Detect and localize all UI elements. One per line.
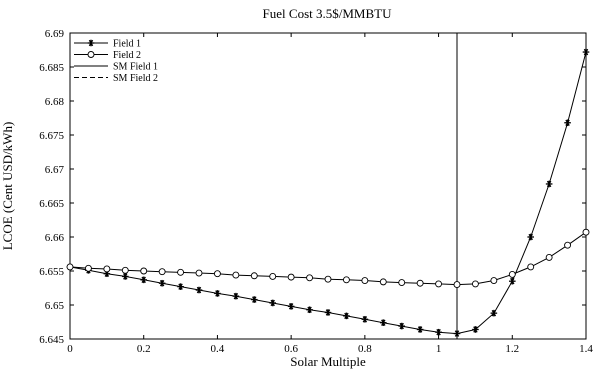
legend-entry: SM Field 1 [74,62,158,73]
circle-point [87,51,95,58]
circle-point [527,263,535,271]
x-tick-label: 0.8 [358,343,372,355]
asterisk-point [87,39,95,47]
y-tick-label: 6.675 [39,130,64,142]
x-tick-label: 0.6 [284,343,298,355]
y-tick-label: 6.67 [45,164,65,176]
y-tick-label: 6.68 [45,96,65,108]
asterisk-point [508,277,516,285]
asterisk-point [527,233,535,241]
y-axis: 6.645 6.65 6.655 6.66 6.665 6.67 6.675 6.68 6.68… [39,28,586,346]
asterisk-point [416,326,424,333]
y-tick-label: 6.665 [39,198,64,210]
y-tick-label: 6.645 [39,334,64,346]
y-axis-label: LCOE (Cent USD/kWh) [0,122,15,251]
circle-point [564,241,572,249]
y-tick-label: 6.69 [45,28,65,40]
legend-label: Field 1 [113,39,141,50]
x-tick-label: 1 [436,343,442,355]
circle-point [342,276,350,284]
circle-point [490,277,498,284]
x-tick-label: 1.2 [505,343,519,355]
circle-point [416,279,424,287]
asterisk-point [545,180,553,188]
circle-point [250,272,258,280]
asterisk-point [287,303,295,310]
circle-point [84,264,92,272]
asterisk-point [121,273,129,280]
circle-point [471,280,479,288]
x-tick-label: 0.2 [137,343,151,355]
asterisk-point [214,290,221,297]
asterisk-point [582,48,590,56]
series-field-2 [66,228,590,289]
y-tick-label: 6.655 [39,266,64,278]
circle-point [545,253,553,261]
circle-point [103,265,111,273]
plot-area [69,32,587,340]
legend-entry: SM Field 2 [74,73,158,84]
x-axis: 0 0.2 0.4 0.6 0.8 1 1.2 1.4 [67,33,593,355]
circle-point [287,273,295,281]
circle-point [324,275,332,283]
asterisk-point [435,328,442,336]
asterisk-point [232,292,240,300]
asterisk-point [379,319,387,326]
circle-point [269,272,277,280]
x-axis-label: Solar Multiple [290,354,366,369]
circle-point [582,228,590,236]
asterisk-point [343,312,350,320]
circle-point [195,269,203,277]
asterisk-point [140,276,148,284]
x-tick-label: 0.4 [211,343,225,355]
x-tick-label: 0 [67,343,73,355]
asterisk-point [269,299,277,307]
circle-point [453,281,461,289]
circle-point [398,279,406,287]
asterisk-point [177,283,184,290]
legend-label: SM Field 2 [113,73,158,84]
asterisk-point [453,330,461,337]
legend-label: Field 2 [113,50,141,61]
asterisk-point [490,309,498,317]
asterisk-point [250,296,258,303]
series-field-1 [66,48,590,337]
circle-point [121,266,129,274]
asterisk-point [195,286,203,294]
x-tick-label: 1.4 [579,343,593,355]
y-tick-label: 6.685 [39,62,64,74]
chart-title: Fuel Cost 3.5$/MMBTU [263,6,393,21]
circle-point [66,263,74,271]
circle-point [379,278,387,286]
circle-point [213,270,221,278]
asterisk-point [306,306,313,314]
asterisk-point [472,326,479,333]
circle-point [140,267,148,275]
asterisk-point [564,119,571,127]
legend-label: SM Field 1 [113,62,158,73]
circle-point [232,271,240,279]
asterisk-point [158,279,166,287]
legend-entry: Field 2 [74,50,141,61]
asterisk-point [398,322,406,330]
circle-point [435,280,443,288]
y-tick-label: 6.66 [45,232,65,244]
legend-entry: Field 1 [74,39,141,50]
circle-point [508,270,516,278]
data-series [66,48,590,337]
asterisk-point [324,309,332,316]
asterisk-point [361,315,369,323]
circle-point [361,277,369,284]
circle-point [306,274,314,282]
y-tick-label: 6.65 [45,300,65,312]
circle-point [158,268,166,276]
series-line [69,51,587,335]
circle-point [177,268,185,276]
